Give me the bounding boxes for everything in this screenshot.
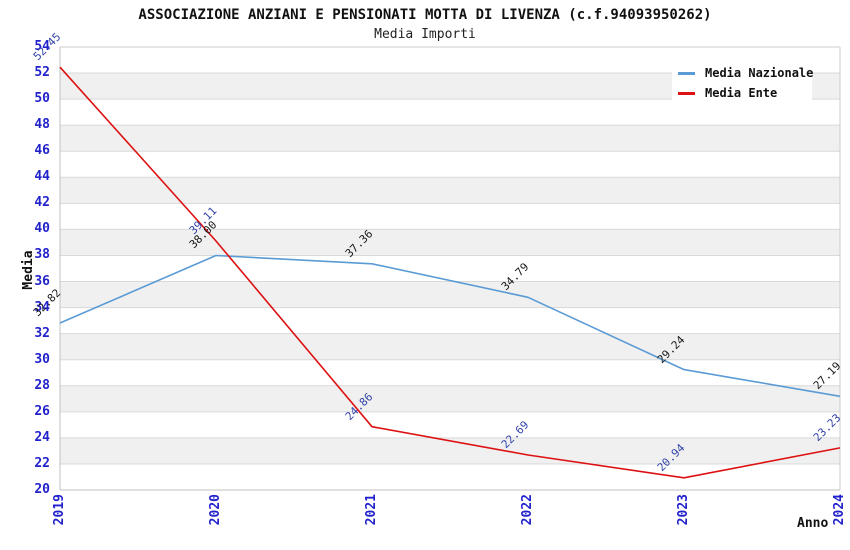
- chart-title: ASSOCIAZIONE ANZIANI E PENSIONATI MOTTA …: [138, 7, 712, 23]
- series-line-media-ente: [59, 66, 841, 479]
- y-tick-label: 36: [34, 273, 50, 289]
- y-tick-label: 52: [34, 65, 50, 81]
- y-tick-label: 32: [34, 325, 50, 341]
- y-tick-label: 30: [34, 351, 50, 367]
- y-tick-label: 54: [34, 39, 50, 54]
- y-tick-label: 42: [34, 195, 50, 211]
- y-tick-label: 48: [34, 117, 50, 133]
- legend-item: Media Ente: [678, 83, 808, 103]
- x-tick-label: 2020: [208, 494, 223, 526]
- y-tick-label: 24: [34, 429, 50, 445]
- y-tick-label: 44: [34, 169, 50, 185]
- y-tick-label: 34: [34, 299, 50, 315]
- background-band: [60, 385, 840, 412]
- y-tick-label: 50: [34, 91, 50, 107]
- legend-label: Media Ente: [705, 86, 778, 100]
- y-tick-label: 38: [34, 247, 50, 263]
- background-band: [60, 437, 840, 464]
- x-axis-title: Anno: [797, 516, 829, 531]
- x-tick-label: 2024: [832, 494, 847, 526]
- legend-swatch: [678, 71, 695, 75]
- background-band: [60, 125, 840, 152]
- legend-label: Media Nazionale: [705, 66, 814, 80]
- background-band: [60, 333, 840, 360]
- series-line-media-nazionale: [59, 254, 841, 398]
- background-band: [60, 229, 840, 256]
- y-axis-title: Media: [21, 250, 36, 290]
- y-tick-label: 28: [34, 377, 50, 393]
- chart-subtitle: Media Importi: [374, 27, 476, 42]
- x-tick-label: 2021: [364, 494, 379, 526]
- y-tick-label: 20: [34, 482, 50, 497]
- y-tick-label: 22: [34, 455, 50, 471]
- y-tick-label: 46: [34, 143, 50, 159]
- x-tick-label: 2023: [676, 494, 691, 526]
- legend: Media Nazionale Media Ente: [672, 57, 813, 109]
- x-tick-label: 2019: [52, 494, 67, 526]
- background-band: [60, 177, 840, 204]
- legend-item: Media Nazionale: [678, 63, 813, 83]
- background-band: [60, 281, 840, 308]
- x-tick-label: 2022: [520, 494, 535, 526]
- legend-swatch: [678, 91, 695, 95]
- y-tick-label: 26: [34, 403, 50, 419]
- y-tick-label: 40: [34, 221, 50, 237]
